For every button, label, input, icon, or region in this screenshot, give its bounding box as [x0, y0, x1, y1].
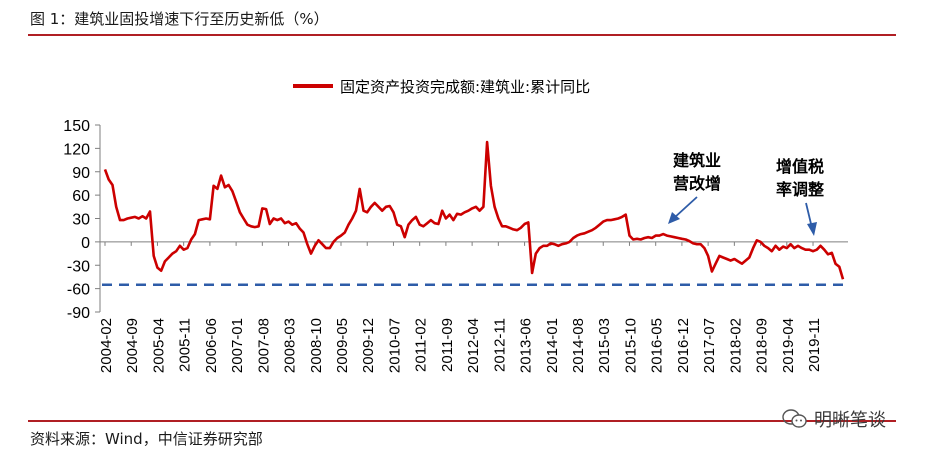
- y-tick-label: -90: [67, 305, 90, 322]
- x-tick-label: 2012-04: [465, 318, 482, 373]
- y-tick-label: 90: [72, 165, 90, 182]
- watermark-text: 明晰笔谈: [814, 410, 886, 431]
- x-tick-label: 2016-05: [649, 318, 666, 373]
- annotation-label: 营改增: [673, 174, 721, 193]
- annotation-label: 率调整: [776, 180, 824, 199]
- x-tick-label: 2010-07: [386, 318, 403, 373]
- y-tick-label: 0: [81, 235, 90, 252]
- x-tick-label: 2017-07: [701, 318, 718, 373]
- figure-title: 图 1：建筑业固投增速下行至历史新低（%）: [30, 10, 329, 28]
- x-tick-label: 2012-11: [491, 318, 508, 372]
- watermark: 明晰笔谈: [782, 406, 886, 432]
- top-rule: [28, 34, 896, 36]
- y-tick-label: 60: [72, 188, 90, 205]
- x-tick-label: 2004-09: [124, 318, 141, 373]
- x-tick-label: 2007-08: [255, 318, 272, 373]
- x-tick-label: 2015-03: [596, 318, 613, 373]
- y-tick-label: -30: [67, 258, 90, 275]
- legend-label: 固定资产投资完成额:建筑业:累计同比: [340, 78, 590, 96]
- bottom-rule: [28, 420, 896, 422]
- x-tick-label: 2009-05: [334, 318, 351, 373]
- x-tick-label: 2019-04: [780, 318, 797, 373]
- x-tick-label: 2005-11: [177, 318, 194, 372]
- x-tick-label: 2011-02: [413, 318, 430, 372]
- y-tick-label: 30: [72, 212, 90, 229]
- y-tick-label: -60: [67, 282, 90, 299]
- y-tick-label: 150: [63, 118, 90, 135]
- annotation-arrow-shaft: [673, 196, 698, 219]
- annotation-label: 建筑业: [673, 151, 721, 170]
- x-tick-label: 2011-09: [439, 318, 456, 372]
- x-tick-label: 2019-11: [806, 318, 823, 372]
- x-tick-label: 2014-08: [570, 318, 587, 373]
- annotation-arrow-head: [807, 222, 817, 236]
- x-tick-label: 2018-09: [754, 318, 771, 373]
- y-tick-label: 120: [63, 141, 90, 158]
- x-tick-label: 2015-10: [622, 318, 639, 373]
- x-tick-label: 2018-02: [727, 318, 744, 373]
- chat-bubble-icon: [782, 409, 807, 428]
- x-tick-label: 2009-12: [360, 318, 377, 373]
- series-line: [103, 140, 845, 280]
- x-tick-label: 2006-06: [203, 318, 220, 373]
- annotation-arrow-head: [668, 212, 680, 224]
- x-tick-label: 2004-02: [98, 318, 115, 373]
- x-tick-label: 2013-06: [518, 318, 535, 373]
- x-tick-label: 2016-12: [675, 318, 692, 373]
- x-tick-label: 2008-03: [282, 318, 299, 373]
- x-tick-label: 2007-01: [229, 318, 246, 373]
- x-tick-label: 2005-04: [150, 318, 167, 373]
- x-tick-label: 2014-01: [544, 318, 561, 373]
- x-tick-label: 2008-10: [308, 318, 325, 373]
- source-note: 资料来源：Wind，中信证券研究部: [30, 430, 263, 448]
- annotation-label: 增值税: [776, 157, 824, 176]
